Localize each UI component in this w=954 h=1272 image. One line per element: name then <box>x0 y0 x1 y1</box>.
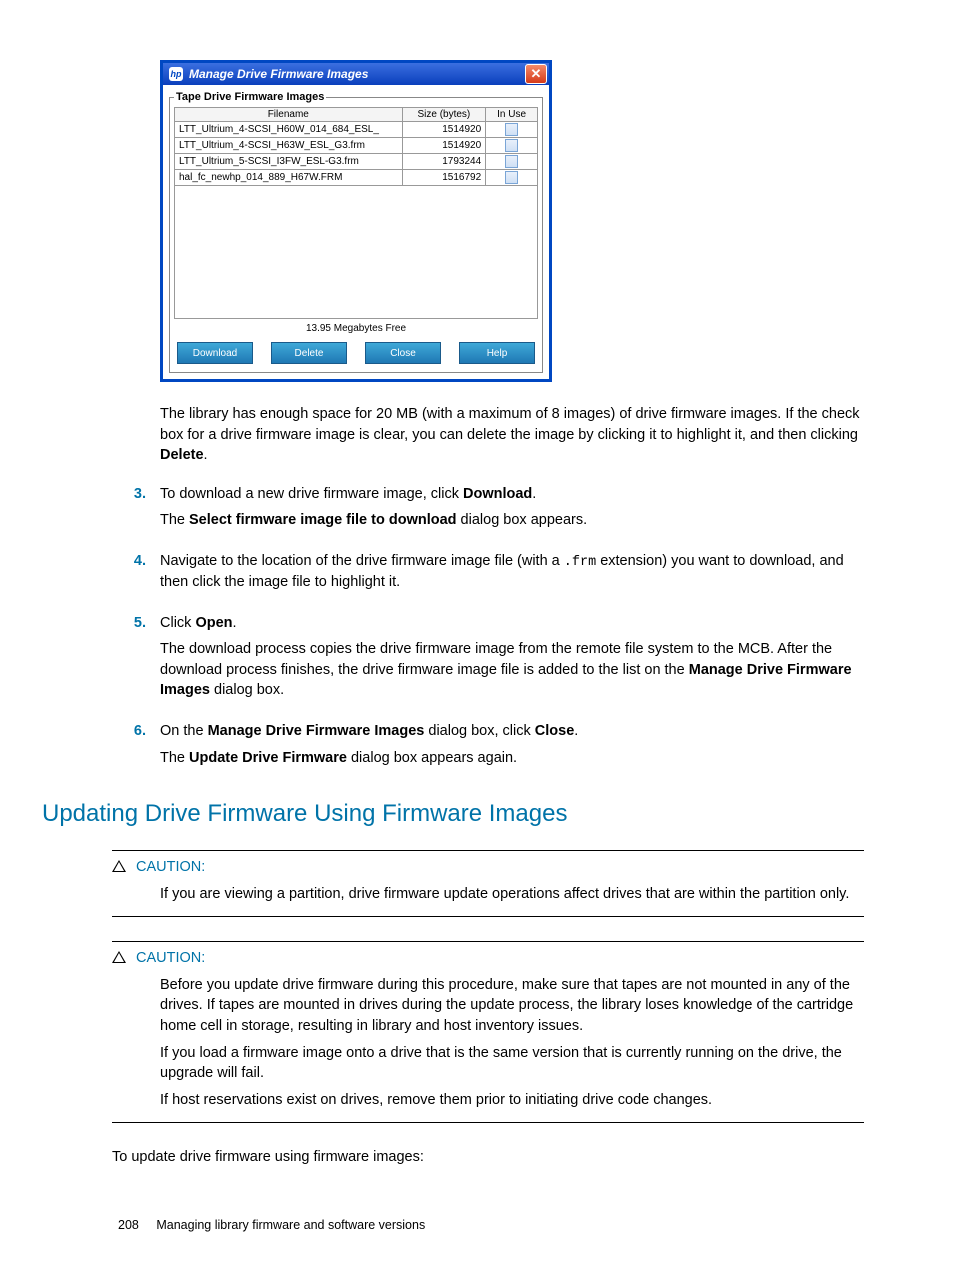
caution-label: CAUTION: <box>136 948 864 969</box>
section-heading: Updating Drive Firmware Using Firmware I… <box>42 800 864 828</box>
footer-title: Managing library firmware and software v… <box>156 1218 425 1232</box>
hp-logo-icon: hp <box>169 67 183 81</box>
checkbox-icon[interactable] <box>505 123 518 136</box>
caution-text: If you are viewing a partition, drive fi… <box>160 884 864 905</box>
download-button[interactable]: Download <box>177 342 253 364</box>
cell-filename: hal_fc_newhp_014_889_H67W.FRM <box>175 170 403 186</box>
after-caution-text: To update drive firmware using firmware … <box>112 1147 864 1168</box>
col-size: Size (bytes) <box>402 108 486 122</box>
table-empty-area <box>174 186 538 319</box>
step-4: 4. Navigate to the location of the drive… <box>90 551 864 599</box>
page-number: 208 <box>118 1218 139 1232</box>
table-row[interactable]: LTT_Ultrium_4-SCSI_H63W_ESL_G3.frm 15149… <box>175 138 538 154</box>
cell-size: 1516792 <box>402 170 486 186</box>
firmware-table: Filename Size (bytes) In Use LTT_Ultrium… <box>174 107 538 186</box>
step-number: 4. <box>112 551 160 599</box>
cell-size: 1514920 <box>402 122 486 138</box>
caution-icon <box>112 860 126 872</box>
close-button[interactable]: Close <box>365 342 441 364</box>
firmware-group: Tape Drive Firmware Images Filename Size… <box>169 91 543 373</box>
col-inuse: In Use <box>486 108 538 122</box>
manage-firmware-dialog: hp Manage Drive Firmware Images ✕ Tape D… <box>160 60 552 382</box>
delete-button[interactable]: Delete <box>271 342 347 364</box>
close-icon[interactable]: ✕ <box>525 64 547 84</box>
free-space-label: 13.95 Megabytes Free <box>174 319 538 336</box>
table-row[interactable]: hal_fc_newhp_014_889_H67W.FRM 1516792 <box>175 170 538 186</box>
cell-size: 1793244 <box>402 154 486 170</box>
help-button[interactable]: Help <box>459 342 535 364</box>
dialog-titlebar: hp Manage Drive Firmware Images ✕ <box>163 63 549 85</box>
page-footer: 208 Managing library firmware and softwa… <box>118 1218 864 1232</box>
dialog-title: Manage Drive Firmware Images <box>189 67 368 81</box>
step-number: 6. <box>112 721 160 774</box>
step-number: 5. <box>112 613 160 707</box>
cell-filename: LTT_Ultrium_4-SCSI_H60W_014_684_ESL_ <box>175 122 403 138</box>
step-5: 5. Click Open. The download process copi… <box>90 613 864 707</box>
cell-filename: LTT_Ultrium_4-SCSI_H63W_ESL_G3.frm <box>175 138 403 154</box>
cell-filename: LTT_Ultrium_5-SCSI_I3FW_ESL-G3.frm <box>175 154 403 170</box>
group-legend: Tape Drive Firmware Images <box>174 91 326 103</box>
caution-block-1: CAUTION: If you are viewing a partition,… <box>112 850 864 917</box>
caution-label: CAUTION: <box>136 857 864 878</box>
caution-text: If you load a firmware image onto a driv… <box>160 1043 864 1084</box>
caution-text: Before you update drive firmware during … <box>160 975 864 1037</box>
checkbox-icon[interactable] <box>505 155 518 168</box>
checkbox-icon[interactable] <box>505 139 518 152</box>
cell-size: 1514920 <box>402 138 486 154</box>
intro-paragraph: The library has enough space for 20 MB (… <box>160 404 864 466</box>
col-filename: Filename <box>175 108 403 122</box>
table-row[interactable]: LTT_Ultrium_4-SCSI_H60W_014_684_ESL_ 151… <box>175 122 538 138</box>
step-3: 3. To download a new drive firmware imag… <box>90 484 864 537</box>
checkbox-icon[interactable] <box>505 171 518 184</box>
caution-icon <box>112 951 126 963</box>
step-number: 3. <box>112 484 160 537</box>
caution-block-2: CAUTION: Before you update drive firmwar… <box>112 941 864 1123</box>
step-6: 6. On the Manage Drive Firmware Images d… <box>90 721 864 774</box>
table-row[interactable]: LTT_Ultrium_5-SCSI_I3FW_ESL-G3.frm 17932… <box>175 154 538 170</box>
caution-text: If host reservations exist on drives, re… <box>160 1090 864 1111</box>
